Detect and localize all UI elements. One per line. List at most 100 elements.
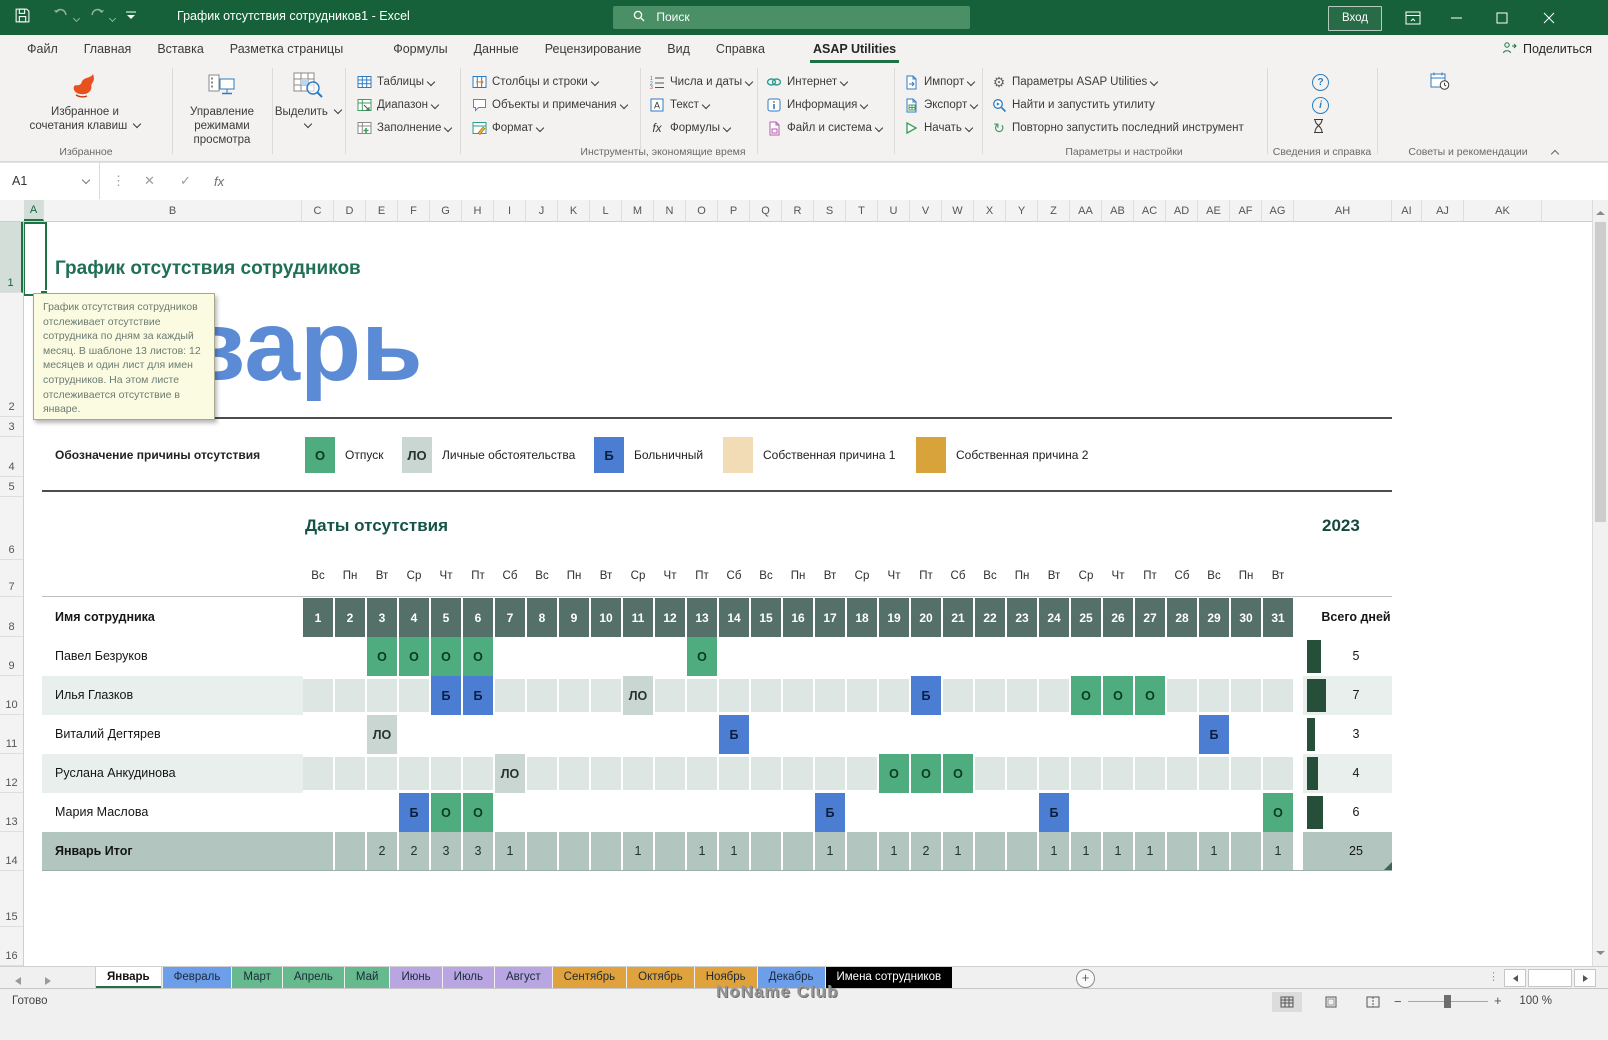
day-cell[interactable] [463, 757, 493, 790]
formula-menu-dots-icon[interactable]: ⋮ [112, 173, 125, 188]
summary-day-cell[interactable]: 2 [911, 832, 941, 871]
column-header-AC[interactable]: AC [1134, 200, 1166, 221]
scroll-down-icon[interactable] [1595, 944, 1606, 962]
ribbon-button-objects-comments[interactable]: Объекты и примечания [470, 94, 628, 116]
info-icon[interactable]: i [1312, 95, 1329, 114]
ribbon-button-range[interactable]: Диапазон [355, 94, 440, 116]
day-header-29[interactable]: 29 [1199, 598, 1229, 637]
sheet-canvas[interactable]: Январь График отсутствия сотрудников отсл… [24, 222, 1592, 966]
day-header-23[interactable]: 23 [1007, 598, 1037, 637]
ribbon-big-button-0[interactable]: Избранное и сочетания клавиш [0, 67, 170, 133]
summary-day-cell[interactable] [1231, 832, 1261, 871]
insert-function-icon[interactable]: fx [214, 173, 225, 189]
column-header-AG[interactable]: AG [1262, 200, 1294, 221]
day-cell[interactable] [847, 679, 877, 712]
absence-mark-О[interactable]: О [431, 637, 461, 676]
legend-swatch-0[interactable]: О [305, 437, 335, 473]
day-cell[interactable] [975, 679, 1005, 712]
day-cell[interactable] [975, 757, 1005, 790]
column-header-AE[interactable]: AE [1198, 200, 1230, 221]
ribbon-button-settings-gear[interactable]: ⚙ Параметры ASAP Utilities [990, 71, 1159, 93]
sheet-tab-0[interactable]: Январь [95, 967, 162, 988]
ribbon-button-format[interactable]: Формат [470, 117, 545, 139]
weekday-label-8[interactable]: Вс [535, 570, 549, 582]
weekday-label-26[interactable]: Чт [1111, 570, 1125, 582]
menu-tab-7[interactable]: Вид [667, 42, 690, 56]
absence-mark-ЛО[interactable]: ЛО [367, 715, 397, 754]
day-header-27[interactable]: 27 [1135, 598, 1165, 637]
absence-mark-О[interactable]: О [431, 793, 461, 832]
sheet-tab-7[interactable]: Август [495, 967, 552, 988]
sheet-nav-prev-icon[interactable] [14, 973, 22, 991]
sheet-tab-10[interactable]: Ноябрь [694, 967, 757, 988]
day-cell[interactable] [303, 757, 333, 790]
absence-mark-О[interactable]: О [367, 637, 397, 676]
total-days-value[interactable]: 7 [1352, 688, 1360, 702]
day-cell[interactable] [783, 679, 813, 712]
column-header-X[interactable]: X [974, 200, 1006, 221]
ribbon-button-numbers-dates[interactable]: 1 2 3 Числа и даты [648, 71, 754, 93]
menu-tab-5[interactable]: Данные [473, 42, 519, 56]
column-header-R[interactable]: R [782, 200, 814, 221]
sheet-tab-4[interactable]: Май [344, 967, 390, 988]
close-button[interactable] [1532, 0, 1566, 35]
weekday-label-13[interactable]: Пт [695, 570, 709, 582]
summary-day-cell[interactable] [303, 832, 333, 871]
menu-tab-6[interactable]: Рецензирование [544, 42, 642, 56]
legend-swatch-4[interactable] [916, 437, 946, 473]
weekday-label-30[interactable]: Пн [1238, 570, 1254, 582]
summary-day-cell[interactable] [783, 832, 813, 871]
absence-mark-О[interactable]: О [943, 754, 973, 793]
column-header-K[interactable]: K [558, 200, 590, 221]
day-cell[interactable] [623, 757, 653, 790]
column-header-Z[interactable]: Z [1038, 200, 1070, 221]
ribbon-button-find-run[interactable]: Найти и запустить утилиту [990, 94, 1155, 116]
row-header-4[interactable]: 4 [0, 437, 23, 477]
absence-mark-О[interactable]: О [879, 754, 909, 793]
day-header-11[interactable]: 11 [623, 598, 653, 637]
ribbon-button-export[interactable]: Экспорт [902, 94, 979, 116]
weekday-label-23[interactable]: Пн [1014, 570, 1030, 582]
absence-mark-Б[interactable]: Б [1199, 715, 1229, 754]
ribbon-button-information[interactable]: Информация [765, 94, 869, 116]
page-break-view-icon[interactable] [1358, 992, 1388, 1012]
summary-day-cell[interactable] [975, 832, 1005, 871]
weekday-label-2[interactable]: Пн [342, 570, 358, 582]
minimize-button[interactable] [1440, 0, 1474, 35]
name-box[interactable]: A1 [0, 163, 100, 199]
weekday-label-29[interactable]: Вс [1207, 570, 1221, 582]
absence-mark-О[interactable]: О [1135, 676, 1165, 715]
column-header-P[interactable]: P [718, 200, 750, 221]
row-header-9[interactable]: 9 [0, 637, 23, 676]
column-header-A[interactable]: A [24, 200, 44, 221]
menu-tab-3[interactable]: Разметка страницы [229, 42, 344, 56]
column-header-C[interactable]: C [302, 200, 334, 221]
day-header-5[interactable]: 5 [431, 598, 461, 637]
day-cell[interactable] [1039, 757, 1069, 790]
weekday-label-4[interactable]: Ср [406, 570, 422, 582]
day-cell[interactable] [1231, 757, 1261, 790]
day-header-25[interactable]: 25 [1071, 598, 1101, 637]
summary-total-value[interactable]: 25 [1349, 844, 1363, 858]
day-header-17[interactable]: 17 [815, 598, 845, 637]
absence-mark-ЛО[interactable]: ЛО [495, 754, 525, 793]
day-cell[interactable] [559, 757, 589, 790]
day-cell[interactable] [1167, 679, 1197, 712]
absence-mark-ЛО[interactable]: ЛО [623, 676, 653, 715]
row-header-11[interactable]: 11 [0, 715, 23, 754]
zoom-out-button[interactable]: − [1394, 994, 1402, 1009]
column-header-M[interactable]: M [622, 200, 654, 221]
summary-day-cell[interactable]: 1 [1071, 832, 1101, 871]
day-cell[interactable] [399, 679, 429, 712]
row-header-1[interactable]: 1 [0, 222, 23, 293]
column-header-AH[interactable]: AH [1294, 200, 1392, 221]
summary-label[interactable]: Январь Итог [55, 844, 133, 858]
weekday-label-1[interactable]: Вс [311, 570, 325, 582]
column-header-L[interactable]: L [590, 200, 622, 221]
column-header-S[interactable]: S [814, 200, 846, 221]
day-header-18[interactable]: 18 [847, 598, 877, 637]
summary-day-cell[interactable] [655, 832, 685, 871]
day-cell[interactable] [527, 679, 557, 712]
absence-mark-О[interactable]: О [687, 637, 717, 676]
legend-swatch-3[interactable] [723, 437, 753, 473]
